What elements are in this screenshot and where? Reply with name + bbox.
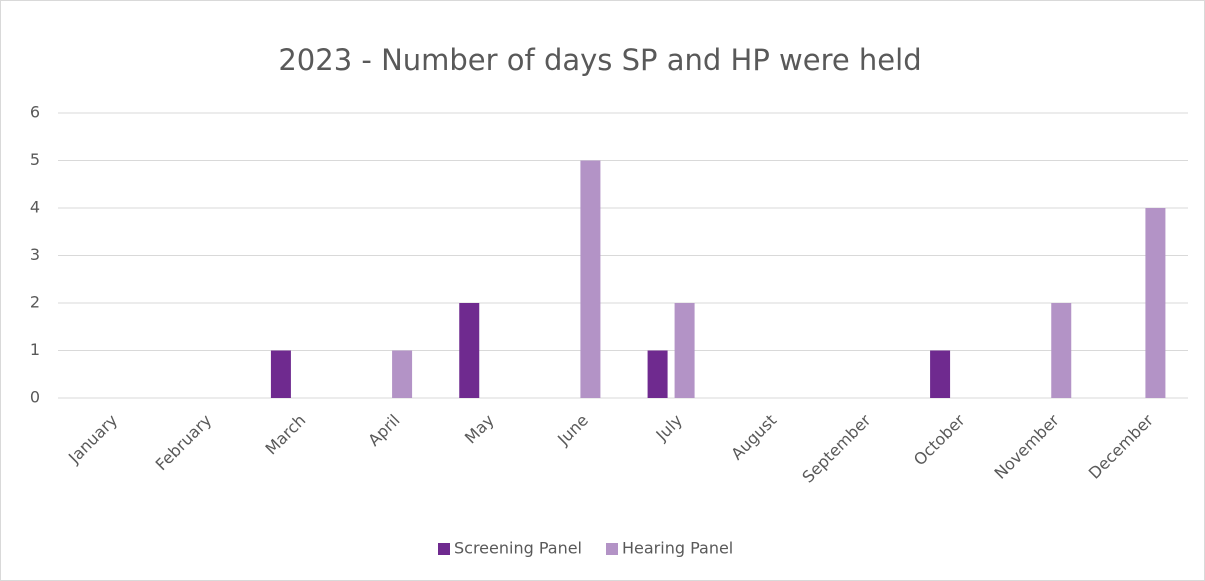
bar (674, 303, 695, 398)
bar (580, 160, 601, 398)
bar (392, 350, 413, 398)
chart-title: 2023 - Number of days SP and HP were hel… (278, 43, 921, 77)
y-tick-label: 1 (30, 340, 40, 359)
y-tick-label: 2 (30, 293, 40, 312)
y-tick-label: 0 (30, 388, 40, 407)
y-tick-label: 3 (30, 245, 40, 264)
legend-label: Screening Panel (454, 539, 582, 558)
y-tick-label: 4 (30, 198, 40, 217)
legend-swatch (438, 543, 450, 555)
bar (459, 303, 480, 398)
y-tick-label: 6 (30, 103, 40, 122)
bar (1145, 208, 1166, 398)
y-tick-label: 5 (30, 150, 40, 169)
legend-swatch (606, 543, 618, 555)
bar (930, 350, 951, 398)
bar (1051, 303, 1072, 398)
legend-label: Hearing Panel (622, 539, 733, 558)
bar (270, 350, 291, 398)
bar (647, 350, 668, 398)
